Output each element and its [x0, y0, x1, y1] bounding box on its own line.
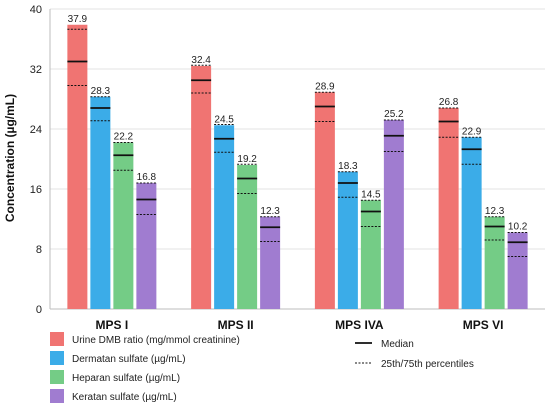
- legend-label: Heparan sulfate (µg/mL): [72, 373, 180, 384]
- legend: Urine DMB ratio (mg/mmol creatinine) Derm…: [50, 332, 474, 403]
- bar: [113, 142, 134, 309]
- bar: [461, 137, 482, 309]
- bar-group: 26.8 22.9 12.310.2: [438, 97, 528, 309]
- data-label: 22.9: [462, 126, 482, 137]
- x-axis: MPS I MPS II MPS IVA MPS VI: [96, 318, 504, 332]
- legend-label: Dermatan sulfate (µg/mL): [72, 354, 186, 365]
- bar: [507, 232, 528, 309]
- x-tick-label: MPS I: [96, 318, 129, 332]
- bar: [314, 92, 335, 309]
- data-label: 37.9: [68, 14, 88, 25]
- x-tick-label: MPS VI: [463, 318, 504, 332]
- bar: [337, 171, 358, 309]
- bar: [214, 125, 235, 309]
- data-label: 28.3: [91, 86, 111, 97]
- legend-label: 25th/75th percentiles: [381, 359, 474, 370]
- y-tick-label: 16: [30, 184, 42, 196]
- bar: [67, 24, 88, 309]
- data-label: 19.2: [237, 154, 257, 165]
- legend-label: Median: [381, 339, 414, 350]
- data-label: 32.4: [191, 55, 211, 66]
- legend-item: Urine DMB ratio (mg/mmol creatinine): [50, 332, 240, 346]
- legend-item: Keratan sulfate (µg/mL): [50, 389, 177, 403]
- data-label: 22.2: [114, 132, 134, 143]
- legend-item: Heparan sulfate (µg/mL): [50, 370, 180, 384]
- legend-swatch: [50, 370, 64, 384]
- x-tick-label: MPS IVA: [335, 318, 384, 332]
- data-label: 12.3: [485, 206, 505, 217]
- bar: [438, 108, 459, 309]
- data-label: 12.3: [260, 206, 280, 217]
- legend-item-percentiles: 25th/75th percentiles: [355, 359, 474, 370]
- bar: [360, 200, 381, 309]
- data-label: 10.2: [508, 222, 528, 233]
- bar-group: 37.9 28.3 22.2 16.8: [67, 14, 157, 309]
- bar: [383, 120, 404, 309]
- x-tick-label: MPS II: [218, 318, 254, 332]
- y-tick-label: 32: [30, 64, 42, 76]
- bar: [237, 165, 258, 309]
- bar: [191, 66, 212, 309]
- data-label: 26.8: [439, 97, 459, 108]
- y-tick-label: 0: [36, 304, 42, 316]
- data-label: 14.5: [361, 189, 381, 200]
- y-axis-label: Concentration (µg/mL): [3, 94, 17, 222]
- legend-swatch: [50, 351, 64, 365]
- y-tick-label: 40: [30, 4, 42, 16]
- bar-group: 32.4 24.5 19.2 12.3: [191, 55, 280, 309]
- legend-swatch: [50, 389, 64, 403]
- data-label: 25.2: [384, 109, 404, 120]
- data-label: 24.5: [214, 114, 234, 125]
- legend-item-median: Median: [355, 339, 414, 350]
- legend-swatch: [50, 332, 64, 346]
- data-label: 18.3: [338, 161, 358, 172]
- y-tick-label: 8: [36, 244, 42, 256]
- bars: 37.9 28.3 22.2 16.8 32.4 24.5 19.2 12.3 28.9 18.3…: [67, 14, 528, 309]
- bar: [484, 216, 505, 309]
- bar-group: 28.9 18.3 14.5 25.2: [314, 81, 404, 309]
- bar: [136, 183, 157, 309]
- bar: [90, 96, 111, 309]
- legend-label: Keratan sulfate (µg/mL): [72, 392, 177, 403]
- legend-label: Urine DMB ratio (mg/mmol creatinine): [72, 335, 240, 346]
- data-label: 16.8: [137, 172, 157, 183]
- y-tick-label: 24: [30, 124, 42, 136]
- legend-item: Dermatan sulfate (µg/mL): [50, 351, 186, 365]
- data-label: 28.9: [315, 81, 335, 92]
- bar: [260, 216, 281, 309]
